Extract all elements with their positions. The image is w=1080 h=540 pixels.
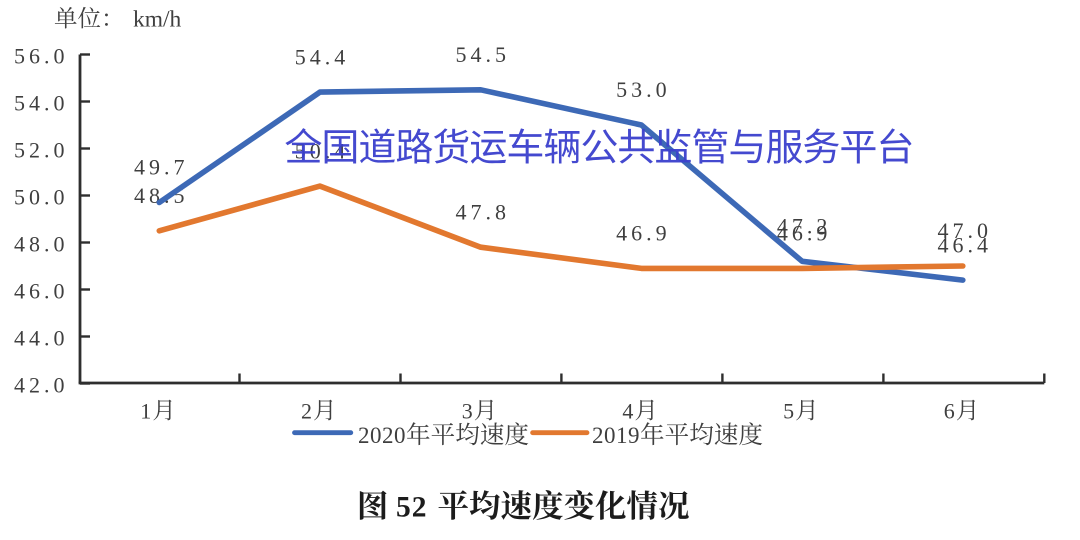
svg-text:2019: 2019 — [592, 423, 640, 448]
svg-text:54.4: 54.4 — [295, 44, 350, 69]
svg-text:5: 5 — [783, 399, 794, 424]
svg-text:46.9: 46.9 — [616, 221, 671, 246]
svg-text:46.9: 46.9 — [777, 221, 832, 246]
svg-text:48.0: 48.0 — [14, 231, 69, 256]
svg-text:46.0: 46.0 — [14, 278, 69, 303]
svg-text:52.0: 52.0 — [14, 137, 69, 162]
svg-text:53.0: 53.0 — [616, 77, 671, 102]
svg-text:6: 6 — [944, 399, 955, 424]
svg-text:56.0: 56.0 — [14, 43, 69, 68]
svg-text:2020: 2020 — [358, 423, 406, 448]
svg-text:4: 4 — [622, 399, 633, 424]
svg-text:54.5: 54.5 — [455, 42, 510, 67]
svg-text:52: 52 — [396, 492, 428, 524]
svg-text:2: 2 — [301, 399, 312, 424]
svg-text:54.0: 54.0 — [14, 90, 69, 115]
svg-text:42.0: 42.0 — [14, 372, 69, 397]
svg-text:km/h: km/h — [133, 7, 182, 33]
svg-text:47.8: 47.8 — [455, 199, 510, 224]
svg-text:1: 1 — [140, 399, 151, 424]
svg-text:3: 3 — [462, 399, 473, 424]
svg-text:46.4: 46.4 — [938, 232, 993, 257]
svg-text:47.2: 47.2 — [777, 214, 832, 239]
svg-text:44.0: 44.0 — [14, 325, 69, 350]
svg-text:47.0: 47.0 — [938, 218, 993, 243]
svg-text:50.0: 50.0 — [14, 184, 69, 209]
svg-text:49.7: 49.7 — [134, 155, 189, 180]
